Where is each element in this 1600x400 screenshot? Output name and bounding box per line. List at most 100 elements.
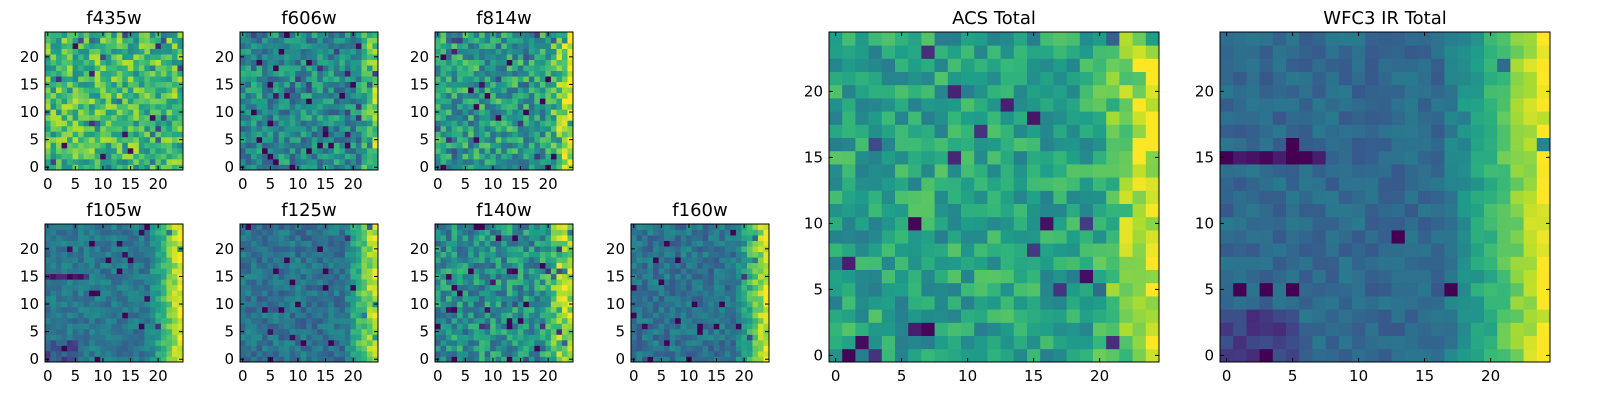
heatmap-cell (479, 246, 486, 252)
heatmap-cell (653, 339, 659, 346)
heatmap-cell (550, 76, 557, 83)
heatmap-cell (1093, 190, 1107, 204)
heatmap-cell (289, 92, 296, 99)
heatmap-cell (462, 136, 469, 143)
heatmap-cell (435, 317, 441, 324)
heatmap-cell (94, 120, 101, 127)
heatmap-cell (251, 268, 257, 275)
heatmap-cell (479, 279, 486, 286)
heatmap-cell (506, 120, 513, 127)
heatmap-cell (133, 279, 140, 286)
heatmap-cell (987, 243, 1001, 257)
heatmap-cell (171, 92, 178, 99)
heatmap-cell (105, 323, 112, 330)
heatmap-cell (550, 120, 557, 127)
heatmap-cell (479, 70, 486, 77)
heatmap-cell (680, 290, 687, 297)
heatmap-cell (934, 164, 949, 178)
heatmap-cell (344, 251, 351, 258)
heatmap-cell (300, 37, 307, 44)
heatmap-cell (691, 290, 698, 297)
heatmap-cell (127, 301, 134, 308)
heatmap-cell (171, 87, 178, 94)
heatmap-cell (83, 295, 90, 302)
heatmap-cell (240, 114, 246, 121)
heatmap-cell (523, 65, 530, 72)
heatmap-cell (262, 350, 268, 357)
heatmap-cell (116, 59, 123, 66)
heatmap-cell (921, 256, 935, 270)
heatmap-cell (501, 334, 508, 341)
heatmap-cell (289, 87, 296, 94)
heatmap-cell (446, 229, 452, 236)
heatmap-cell (322, 295, 329, 302)
heatmap-cell (735, 268, 742, 275)
heatmap-cell (490, 125, 497, 132)
heatmap-cell (534, 273, 541, 280)
heatmap-cell (361, 37, 368, 44)
heatmap-cell (1119, 203, 1133, 218)
heatmap-cell (311, 87, 318, 94)
heatmap-cell (289, 328, 296, 335)
heatmap-cell (550, 328, 557, 335)
heatmap-cell (735, 317, 742, 324)
heatmap-cell (273, 70, 280, 77)
heatmap-cell (691, 235, 698, 241)
heatmap-cell (262, 224, 268, 230)
heatmap-cell (647, 235, 654, 241)
heatmap-cell (149, 70, 156, 77)
heatmap-cell (462, 120, 469, 127)
heatmap-cell (501, 339, 508, 346)
heatmap-cell (83, 350, 90, 357)
heatmap-cell (251, 235, 257, 241)
heatmap-cell (457, 328, 463, 335)
heatmap-cell (495, 136, 502, 143)
heatmap-cell (361, 32, 368, 38)
heatmap-cell (61, 240, 68, 247)
heatmap-cell (473, 295, 480, 302)
heatmap-cell (111, 350, 118, 357)
heatmap-cell (133, 229, 140, 236)
heatmap-cell (366, 224, 373, 230)
heatmap-cell (94, 251, 101, 258)
heatmap-cell (111, 142, 118, 149)
heatmap-cell (133, 59, 140, 66)
heatmap-cell (256, 153, 263, 160)
heatmap-cell (1093, 243, 1107, 257)
heatmap-cell (322, 257, 329, 264)
heatmap-cell (1132, 177, 1147, 191)
heatmap-cell (512, 125, 519, 132)
heatmap-cell (94, 295, 101, 302)
heatmap-cell (160, 120, 167, 127)
heatmap-cell (256, 290, 263, 297)
heatmap-cell (267, 153, 274, 160)
heatmap-cell (94, 279, 101, 286)
heatmap-cell (636, 328, 643, 335)
heatmap-cell (160, 103, 167, 110)
heatmap-cell (757, 334, 764, 341)
heatmap-cell (550, 345, 557, 352)
heatmap-cell (83, 279, 90, 286)
heatmap-cell (144, 328, 151, 335)
heatmap-cell (686, 235, 693, 241)
heatmap-cell (669, 334, 676, 341)
heatmap-cell (166, 295, 173, 302)
heatmap-cell (1093, 348, 1107, 363)
heatmap-cell (322, 37, 329, 44)
heatmap-cell (534, 279, 541, 286)
heatmap-cell (289, 54, 296, 60)
heatmap-cell (523, 350, 530, 357)
heatmap-cell (523, 103, 530, 110)
heatmap-cell (72, 235, 79, 241)
heatmap-cell (1106, 177, 1120, 191)
heatmap-cell (256, 328, 263, 335)
heatmap-cell (1093, 335, 1107, 350)
heatmap-cell (490, 301, 497, 308)
heatmap-cell (122, 59, 129, 66)
heatmap-cell (908, 150, 922, 165)
heatmap-cell (752, 334, 759, 341)
heatmap-cell (317, 246, 324, 252)
heatmap-cell (311, 240, 318, 247)
heatmap-cell (317, 59, 324, 66)
